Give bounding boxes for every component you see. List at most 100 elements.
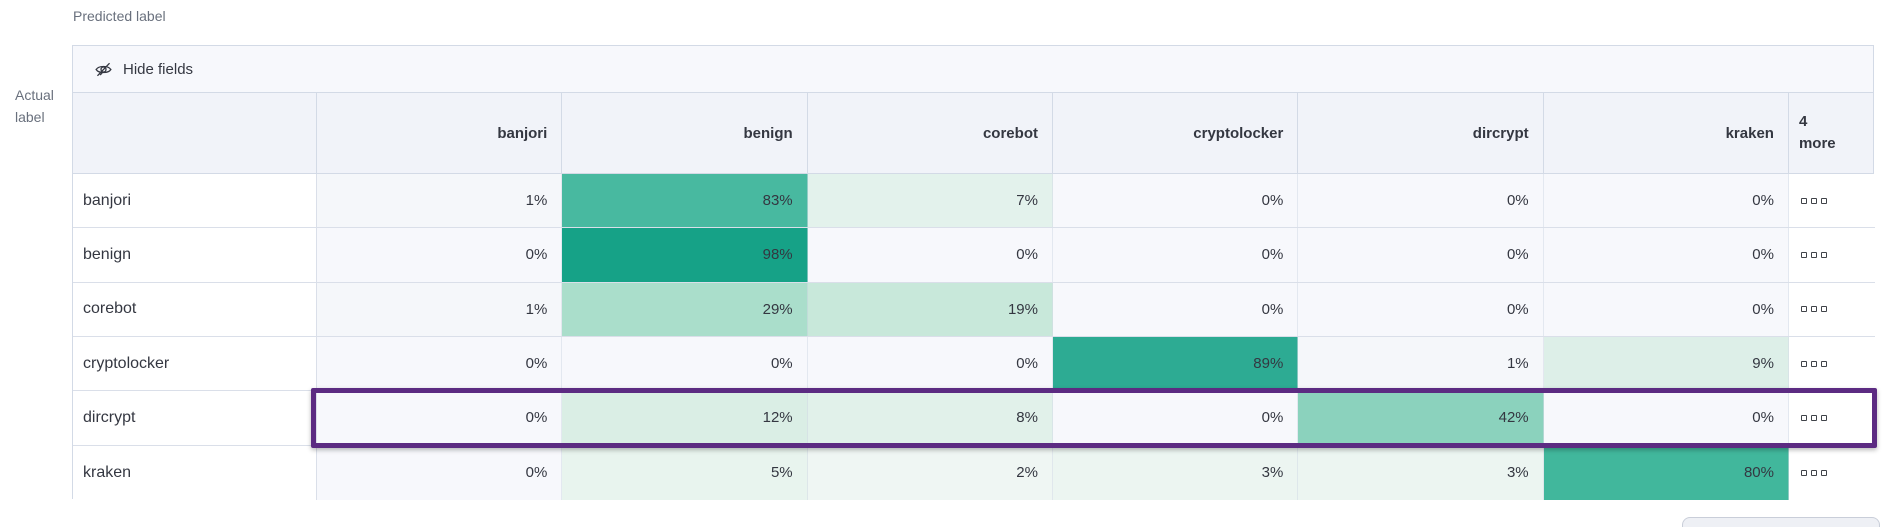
column-header-kraken[interactable]: kraken xyxy=(1544,93,1789,173)
actual-axis-line2: label xyxy=(15,109,45,125)
matrix-cell-corebot-kraken: 0% xyxy=(1543,282,1789,336)
header-corner-cell xyxy=(73,93,317,173)
matrix-cell-dircrypt-banjori: 0% xyxy=(317,391,563,445)
boxes-horizontal-icon xyxy=(1800,251,1827,258)
matrix-cell-corebot-cryptolocker: 0% xyxy=(1052,282,1299,336)
matrix-cell-kraken-cryptolocker: 3% xyxy=(1052,445,1299,500)
matrix-cell-benign-benign: 98% xyxy=(562,228,808,282)
table-row-kraken: kraken 0% 5% 2% 3% 3% 80% xyxy=(73,445,1875,500)
dot xyxy=(1810,306,1817,313)
matrix-cell-banjori-banjori: 1% xyxy=(317,174,563,228)
matrix-cell-dircrypt-corebot: 8% xyxy=(807,391,1053,445)
dot xyxy=(1800,306,1807,313)
row-label-banjori: banjori xyxy=(73,174,317,228)
scrollbar-stub[interactable] xyxy=(1682,517,1880,527)
matrix-cell-banjori-corebot: 7% xyxy=(807,174,1053,228)
matrix-cell-corebot-benign: 29% xyxy=(562,282,808,336)
matrix-cell-banjori-benign: 83% xyxy=(562,174,808,228)
dot xyxy=(1800,197,1807,204)
matrix-cell-cryptolocker-corebot: 0% xyxy=(807,336,1053,391)
dot xyxy=(1800,414,1807,421)
more-header-line1: 4 xyxy=(1798,113,1808,130)
dot xyxy=(1820,360,1827,367)
matrix-cell-cryptolocker-benign: 0% xyxy=(562,336,808,391)
row-actions-cell xyxy=(1788,336,1875,391)
matrix-cell-corebot-corebot: 19% xyxy=(807,282,1053,336)
matrix-cell-corebot-dircrypt: 0% xyxy=(1298,282,1544,336)
matrix-cell-kraken-banjori: 0% xyxy=(317,445,563,500)
column-header-corebot[interactable]: corebot xyxy=(808,93,1053,173)
matrix-cell-cryptolocker-dircrypt: 1% xyxy=(1298,336,1544,391)
row-actions-button[interactable] xyxy=(1799,413,1829,423)
matrix-cell-dircrypt-kraken: 0% xyxy=(1543,391,1789,445)
table-row-banjori: banjori 1% 83% 7% 0% 0% 0% xyxy=(73,174,1875,229)
matrix-cell-benign-banjori: 0% xyxy=(317,228,563,282)
grid-header-row: banjori benign corebot cryptolocker dircrypt… xyxy=(73,93,1873,174)
matrix-cell-kraken-corebot: 2% xyxy=(807,445,1053,500)
matrix-cell-benign-kraken: 0% xyxy=(1543,228,1789,282)
boxes-horizontal-icon xyxy=(1800,360,1827,367)
dot xyxy=(1800,251,1807,258)
matrix-cell-corebot-banjori: 1% xyxy=(317,282,563,336)
matrix-cell-kraken-kraken: 80% xyxy=(1543,445,1789,500)
matrix-cell-dircrypt-cryptolocker: 0% xyxy=(1052,391,1299,445)
row-label-kraken: kraken xyxy=(73,445,317,500)
dot xyxy=(1820,251,1827,258)
matrix-cell-cryptolocker-cryptolocker: 89% xyxy=(1052,336,1299,391)
matrix-cell-banjori-dircrypt: 0% xyxy=(1298,174,1544,228)
row-actions-cell xyxy=(1788,445,1875,500)
dot xyxy=(1800,360,1807,367)
column-header-more[interactable]: 4 more xyxy=(1789,93,1875,173)
grid-body: banjori 1% 83% 7% 0% 0% 0% benign 0% 98% 0% 0% 0% 0% c… xyxy=(73,174,1875,500)
matrix-cell-dircrypt-dircrypt: 42% xyxy=(1298,391,1544,445)
table-row-cryptolocker: cryptolocker 0% 0% 0% 89% 1% 9% xyxy=(73,336,1875,392)
predicted-axis-label: Predicted label xyxy=(73,8,166,24)
matrix-cell-benign-dircrypt: 0% xyxy=(1298,228,1544,282)
row-actions-cell xyxy=(1788,391,1875,445)
boxes-horizontal-icon xyxy=(1800,197,1827,204)
matrix-cell-kraken-dircrypt: 3% xyxy=(1298,445,1544,500)
dot xyxy=(1820,414,1827,421)
table-row-corebot: corebot 1% 29% 19% 0% 0% 0% xyxy=(73,282,1875,337)
dot xyxy=(1810,414,1817,421)
matrix-cell-cryptolocker-banjori: 0% xyxy=(317,336,563,391)
row-actions-cell xyxy=(1788,174,1875,228)
dot xyxy=(1810,469,1817,476)
matrix-cell-banjori-cryptolocker: 0% xyxy=(1052,174,1299,228)
dot xyxy=(1800,469,1807,476)
row-actions-button[interactable] xyxy=(1799,468,1829,478)
row-actions-button[interactable] xyxy=(1799,250,1829,260)
confusion-matrix-grid: Hide fields banjori benign corebot cryptolo… xyxy=(72,45,1877,500)
dot xyxy=(1810,197,1817,204)
row-actions-button[interactable] xyxy=(1799,196,1829,206)
dot xyxy=(1820,306,1827,313)
dot xyxy=(1810,251,1817,258)
column-header-banjori[interactable]: banjori xyxy=(317,93,563,173)
column-header-dircrypt[interactable]: dircrypt xyxy=(1298,93,1544,173)
eye-closed-icon xyxy=(94,60,113,79)
row-label-corebot: corebot xyxy=(73,282,317,336)
dot xyxy=(1810,360,1817,367)
table-row-benign: benign 0% 98% 0% 0% 0% 0% xyxy=(73,228,1875,283)
grid-toolbar: Hide fields xyxy=(73,46,1873,93)
matrix-cell-banjori-kraken: 0% xyxy=(1543,174,1789,228)
hide-fields-button[interactable]: Hide fields xyxy=(94,60,193,79)
actual-axis-label: Actual label xyxy=(15,84,54,128)
column-header-benign[interactable]: benign xyxy=(562,93,808,173)
dot xyxy=(1820,197,1827,204)
matrix-cell-benign-cryptolocker: 0% xyxy=(1052,228,1299,282)
boxes-horizontal-icon xyxy=(1800,414,1827,421)
row-actions-button[interactable] xyxy=(1799,304,1829,314)
boxes-horizontal-icon xyxy=(1800,469,1827,476)
row-label-cryptolocker: cryptolocker xyxy=(73,336,317,391)
actual-axis-line1: Actual xyxy=(15,87,54,103)
row-actions-cell xyxy=(1788,228,1875,282)
matrix-cell-kraken-benign: 5% xyxy=(562,445,808,500)
matrix-cell-cryptolocker-kraken: 9% xyxy=(1543,336,1789,391)
hide-fields-label: Hide fields xyxy=(123,60,194,78)
boxes-horizontal-icon xyxy=(1800,306,1827,313)
table-row-dircrypt: dircrypt 0% 12% 8% 0% 42% 0% xyxy=(73,391,1875,446)
row-actions-button[interactable] xyxy=(1799,359,1829,369)
column-header-cryptolocker[interactable]: cryptolocker xyxy=(1053,93,1299,173)
row-label-dircrypt: dircrypt xyxy=(73,391,317,445)
